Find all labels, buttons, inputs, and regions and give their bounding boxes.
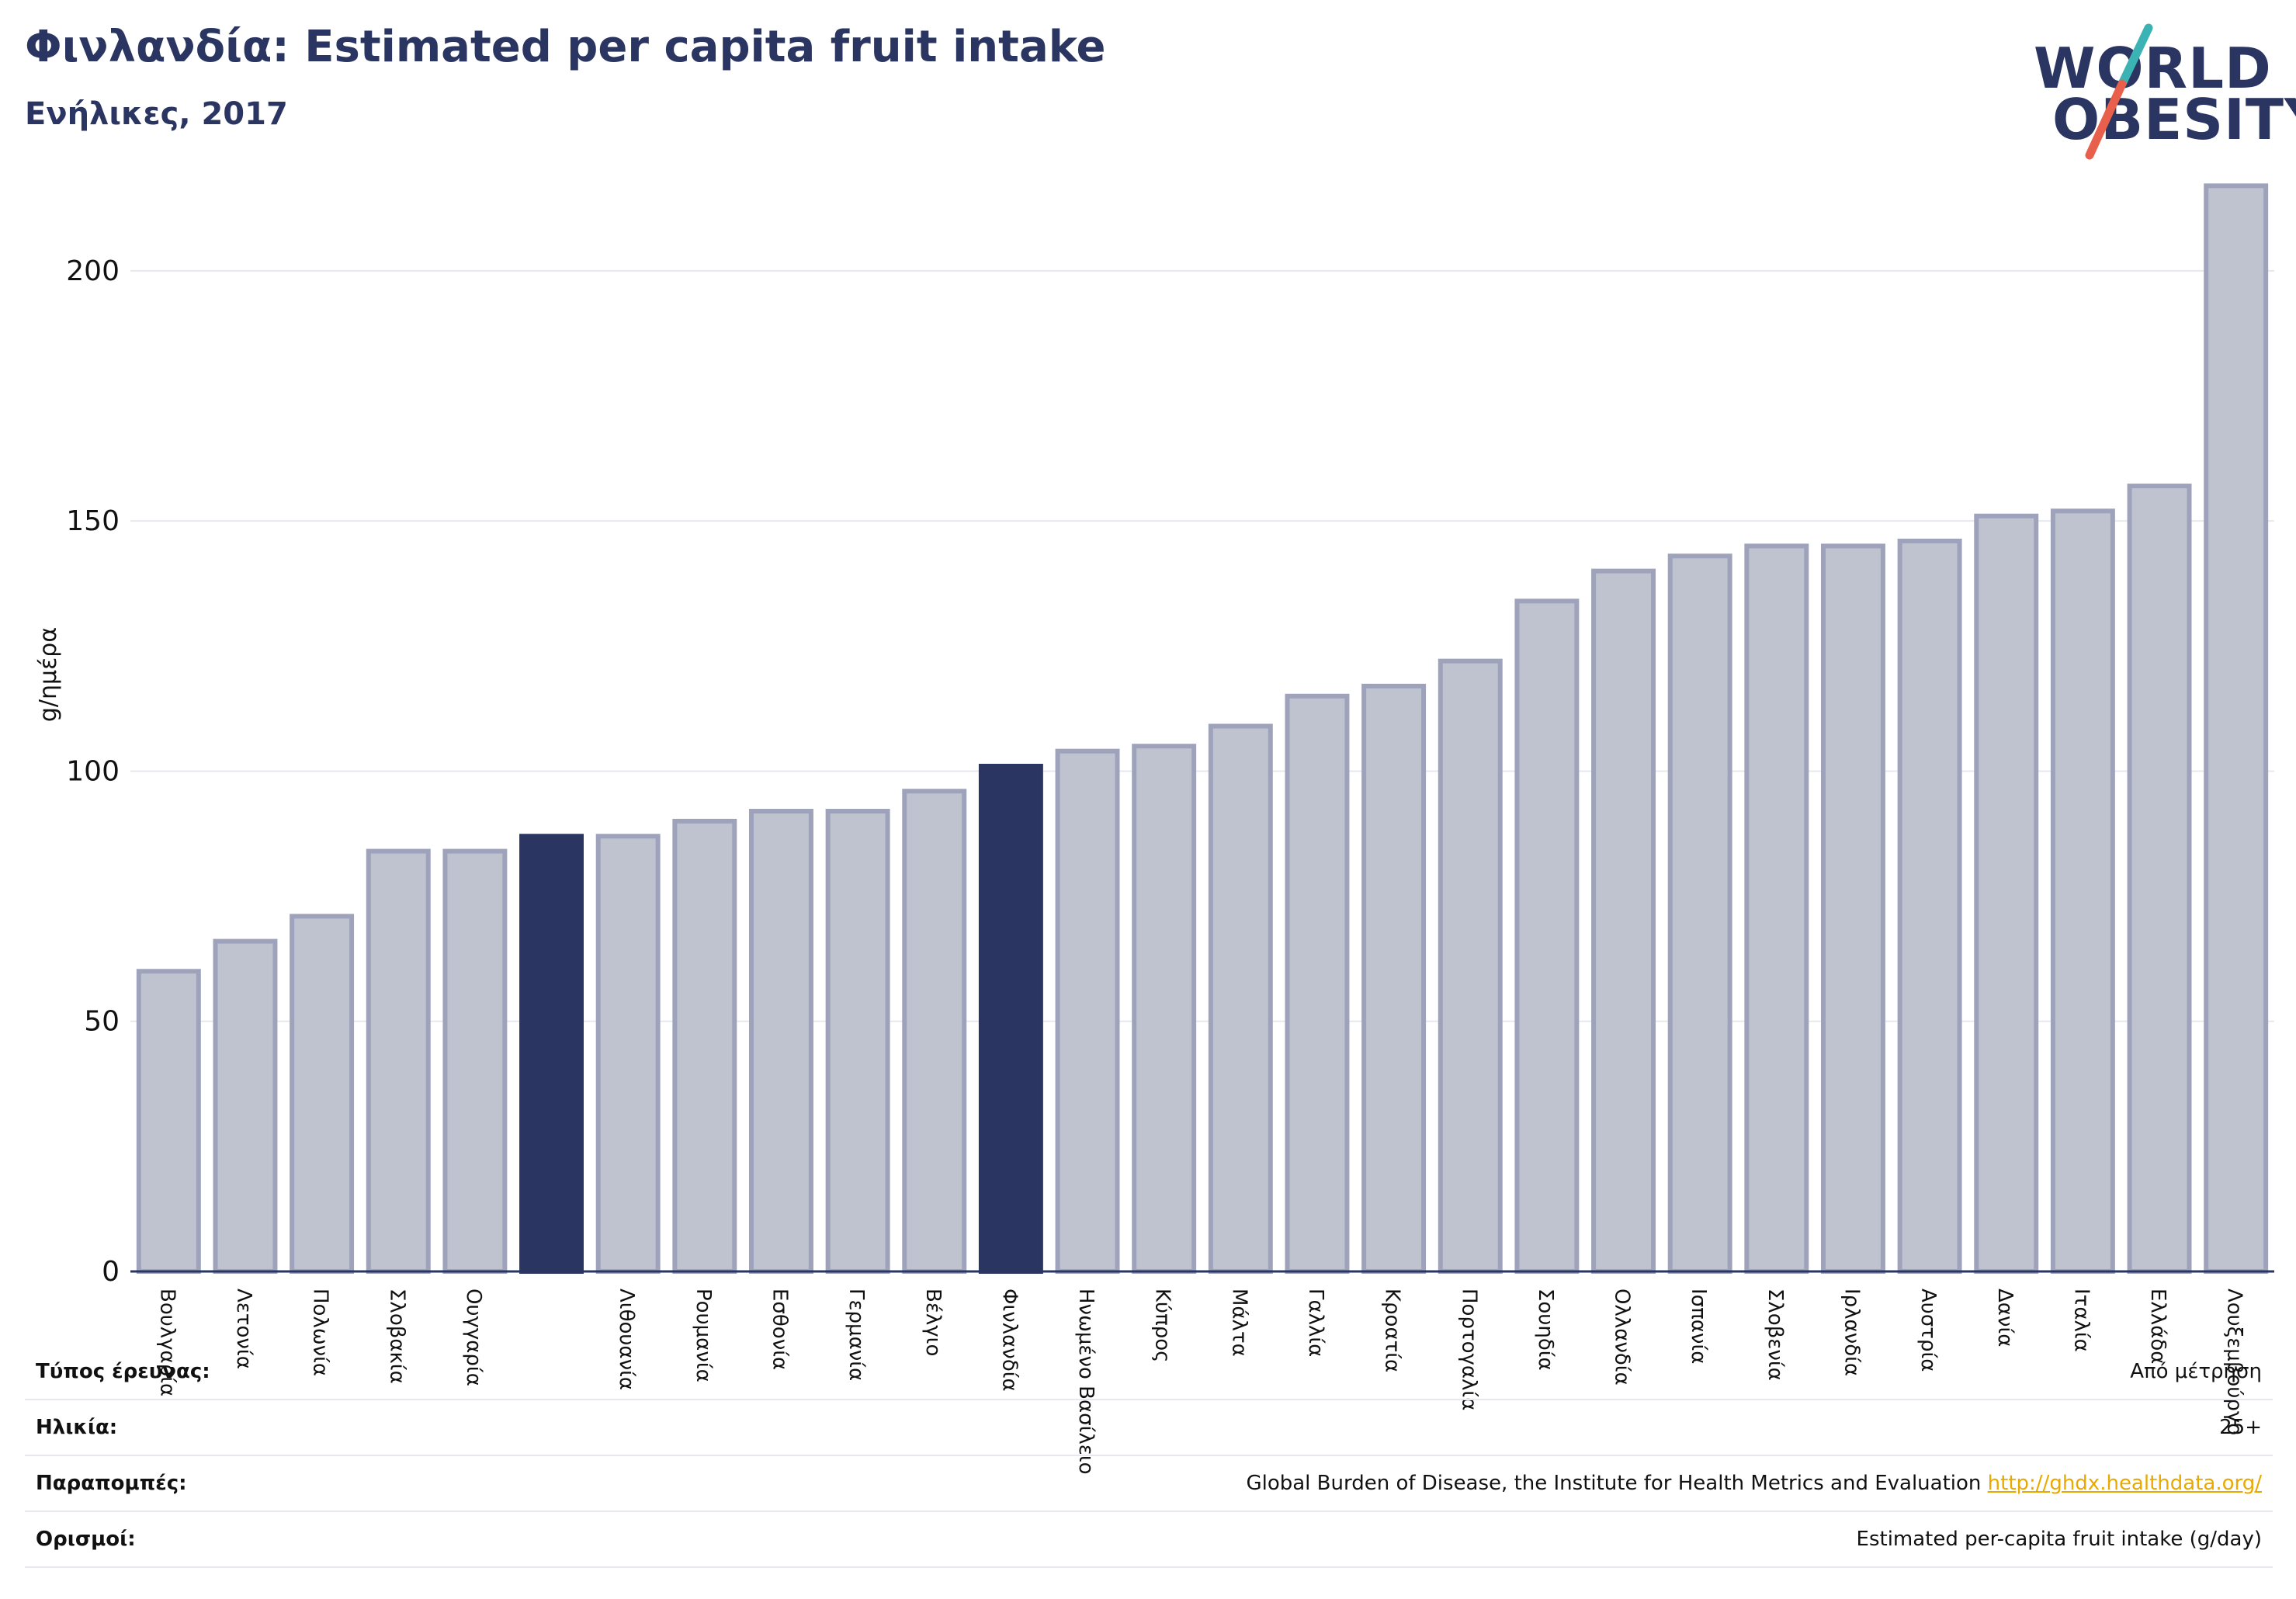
logo-slash-icon xyxy=(2085,23,2153,160)
bar xyxy=(2204,183,2269,1275)
world-obesity-logo: WORLD OBESITY xyxy=(2018,23,2296,163)
bar xyxy=(2050,508,2115,1274)
bar xyxy=(1897,538,1962,1274)
logo-text-world: WORLD xyxy=(2034,36,2272,101)
bar xyxy=(366,848,431,1274)
x-tick-label: Μάλτα xyxy=(1227,1289,1250,1357)
info-value: Estimated per-capita fruit intake (g/day… xyxy=(1856,1528,2262,1551)
bar xyxy=(1132,744,1197,1274)
bar xyxy=(2127,484,2192,1274)
x-tick-label: Βέλγιο xyxy=(921,1289,945,1356)
y-tick-label: 0 xyxy=(102,1256,120,1288)
bar xyxy=(672,818,737,1274)
y-tick-label: 150 xyxy=(66,505,120,537)
x-tick-label: Φινλανδία xyxy=(997,1289,1021,1392)
bar xyxy=(1361,683,1427,1274)
x-tick-label: Λετονία xyxy=(232,1289,255,1369)
x-tick-label: Λιθουανία xyxy=(615,1289,638,1390)
bar xyxy=(1820,543,1885,1274)
bar xyxy=(825,809,890,1274)
x-tick-label: Ισπανία xyxy=(1687,1289,1710,1364)
bar xyxy=(595,834,661,1274)
x-tick-label: Σλοβακία xyxy=(385,1289,408,1384)
y-tick-label: 50 xyxy=(84,1006,120,1038)
bar xyxy=(1744,543,1809,1274)
x-tick-label: Ρουμανία xyxy=(692,1289,715,1382)
y-tick-label: 100 xyxy=(66,755,120,787)
bar xyxy=(136,969,201,1274)
y-tick-labels: 0 50 100 150 200 xyxy=(66,255,120,1288)
bar xyxy=(213,938,278,1274)
x-tick-label: Ηνωμένο Βασίλειο xyxy=(1074,1289,1098,1475)
bar xyxy=(1591,568,1656,1274)
x-tick-labels: Βουλγαρία Λετονία Πολωνία Σλοβακία Ουγγαρία Λ… xyxy=(155,1289,2246,1475)
info-row-references: Παραπομπές: Global Burden of Disease, th… xyxy=(25,1456,2273,1512)
x-tick-label: Βουλγαρία xyxy=(155,1289,179,1396)
y-tick-label: 200 xyxy=(66,255,120,287)
reference-link[interactable]: http://ghdx.healthdata.org/ xyxy=(1987,1472,2262,1495)
info-row-definitions: Ορισμοί: Estimated per-capita fruit inta… xyxy=(25,1512,2273,1568)
bar xyxy=(1285,693,1350,1274)
y-axis-label: g/ημέρα xyxy=(35,627,62,722)
bar xyxy=(1208,723,1273,1274)
info-row-age: Ηλικία: 25+ xyxy=(25,1400,2273,1456)
info-key: Ορισμοί: xyxy=(36,1528,136,1551)
bar xyxy=(748,809,813,1274)
bar xyxy=(290,914,355,1274)
bar xyxy=(519,834,584,1274)
bar xyxy=(1438,658,1503,1274)
x-tick-label: Αυστρία xyxy=(1916,1289,1940,1372)
x-tick-label: Πορτογαλία xyxy=(1457,1289,1480,1410)
chart-subtitle: Ενήλικες, 2017 xyxy=(25,96,288,132)
bar xyxy=(1974,513,2039,1274)
info-key: Τύπος έρευνας: xyxy=(36,1360,210,1383)
x-tick-label: Δανία xyxy=(1993,1289,2017,1347)
x-tick-label: Ιταλία xyxy=(2069,1289,2093,1352)
info-key: Παραπομπές: xyxy=(36,1472,187,1495)
info-table: Τύπος έρευνας: Από μέτρηση Ηλικία: 25+ Π… xyxy=(25,1344,2273,1568)
reference-text: Global Burden of Disease, the Institute … xyxy=(1246,1472,1982,1495)
bar xyxy=(978,764,1043,1274)
x-tick-label: Ιρλανδία xyxy=(1840,1289,1863,1376)
info-value: 25+ xyxy=(2219,1416,2262,1439)
bar xyxy=(1055,748,1120,1274)
info-row-survey-type: Τύπος έρευνας: Από μέτρηση xyxy=(25,1344,2273,1400)
x-tick-label: Γαλλία xyxy=(1304,1289,1327,1357)
x-tick-label: Κύπρος xyxy=(1151,1289,1174,1362)
bar xyxy=(442,848,508,1274)
x-tick-label: Πολωνία xyxy=(309,1289,332,1376)
x-tick-label: Σουηδία xyxy=(1534,1289,1557,1371)
x-tick-label: Ουγγαρία xyxy=(462,1289,485,1386)
x-tick-label: Σλοβενία xyxy=(1764,1289,1787,1381)
info-key: Ηλικία: xyxy=(36,1416,118,1439)
bar xyxy=(902,789,967,1274)
x-tick-label: Ολλανδία xyxy=(1611,1289,1634,1386)
info-value-references: Global Burden of Disease, the Institute … xyxy=(1246,1472,2262,1495)
x-tick-label: Γερμανία xyxy=(845,1289,868,1381)
chart-title: Φινλανδία: Estimated per capita fruit in… xyxy=(25,22,1106,72)
bar xyxy=(1514,598,1580,1274)
x-tick-label: Λουξεμβούργο xyxy=(2223,1289,2246,1435)
x-tick-label: Κροατία xyxy=(1381,1289,1404,1372)
bar xyxy=(1667,553,1732,1274)
bars xyxy=(136,183,2269,1275)
x-tick-label: Ελλάδα xyxy=(2146,1289,2169,1364)
x-tick-label: Εσθονία xyxy=(768,1289,791,1370)
info-value: Από μέτρηση xyxy=(2130,1360,2262,1383)
